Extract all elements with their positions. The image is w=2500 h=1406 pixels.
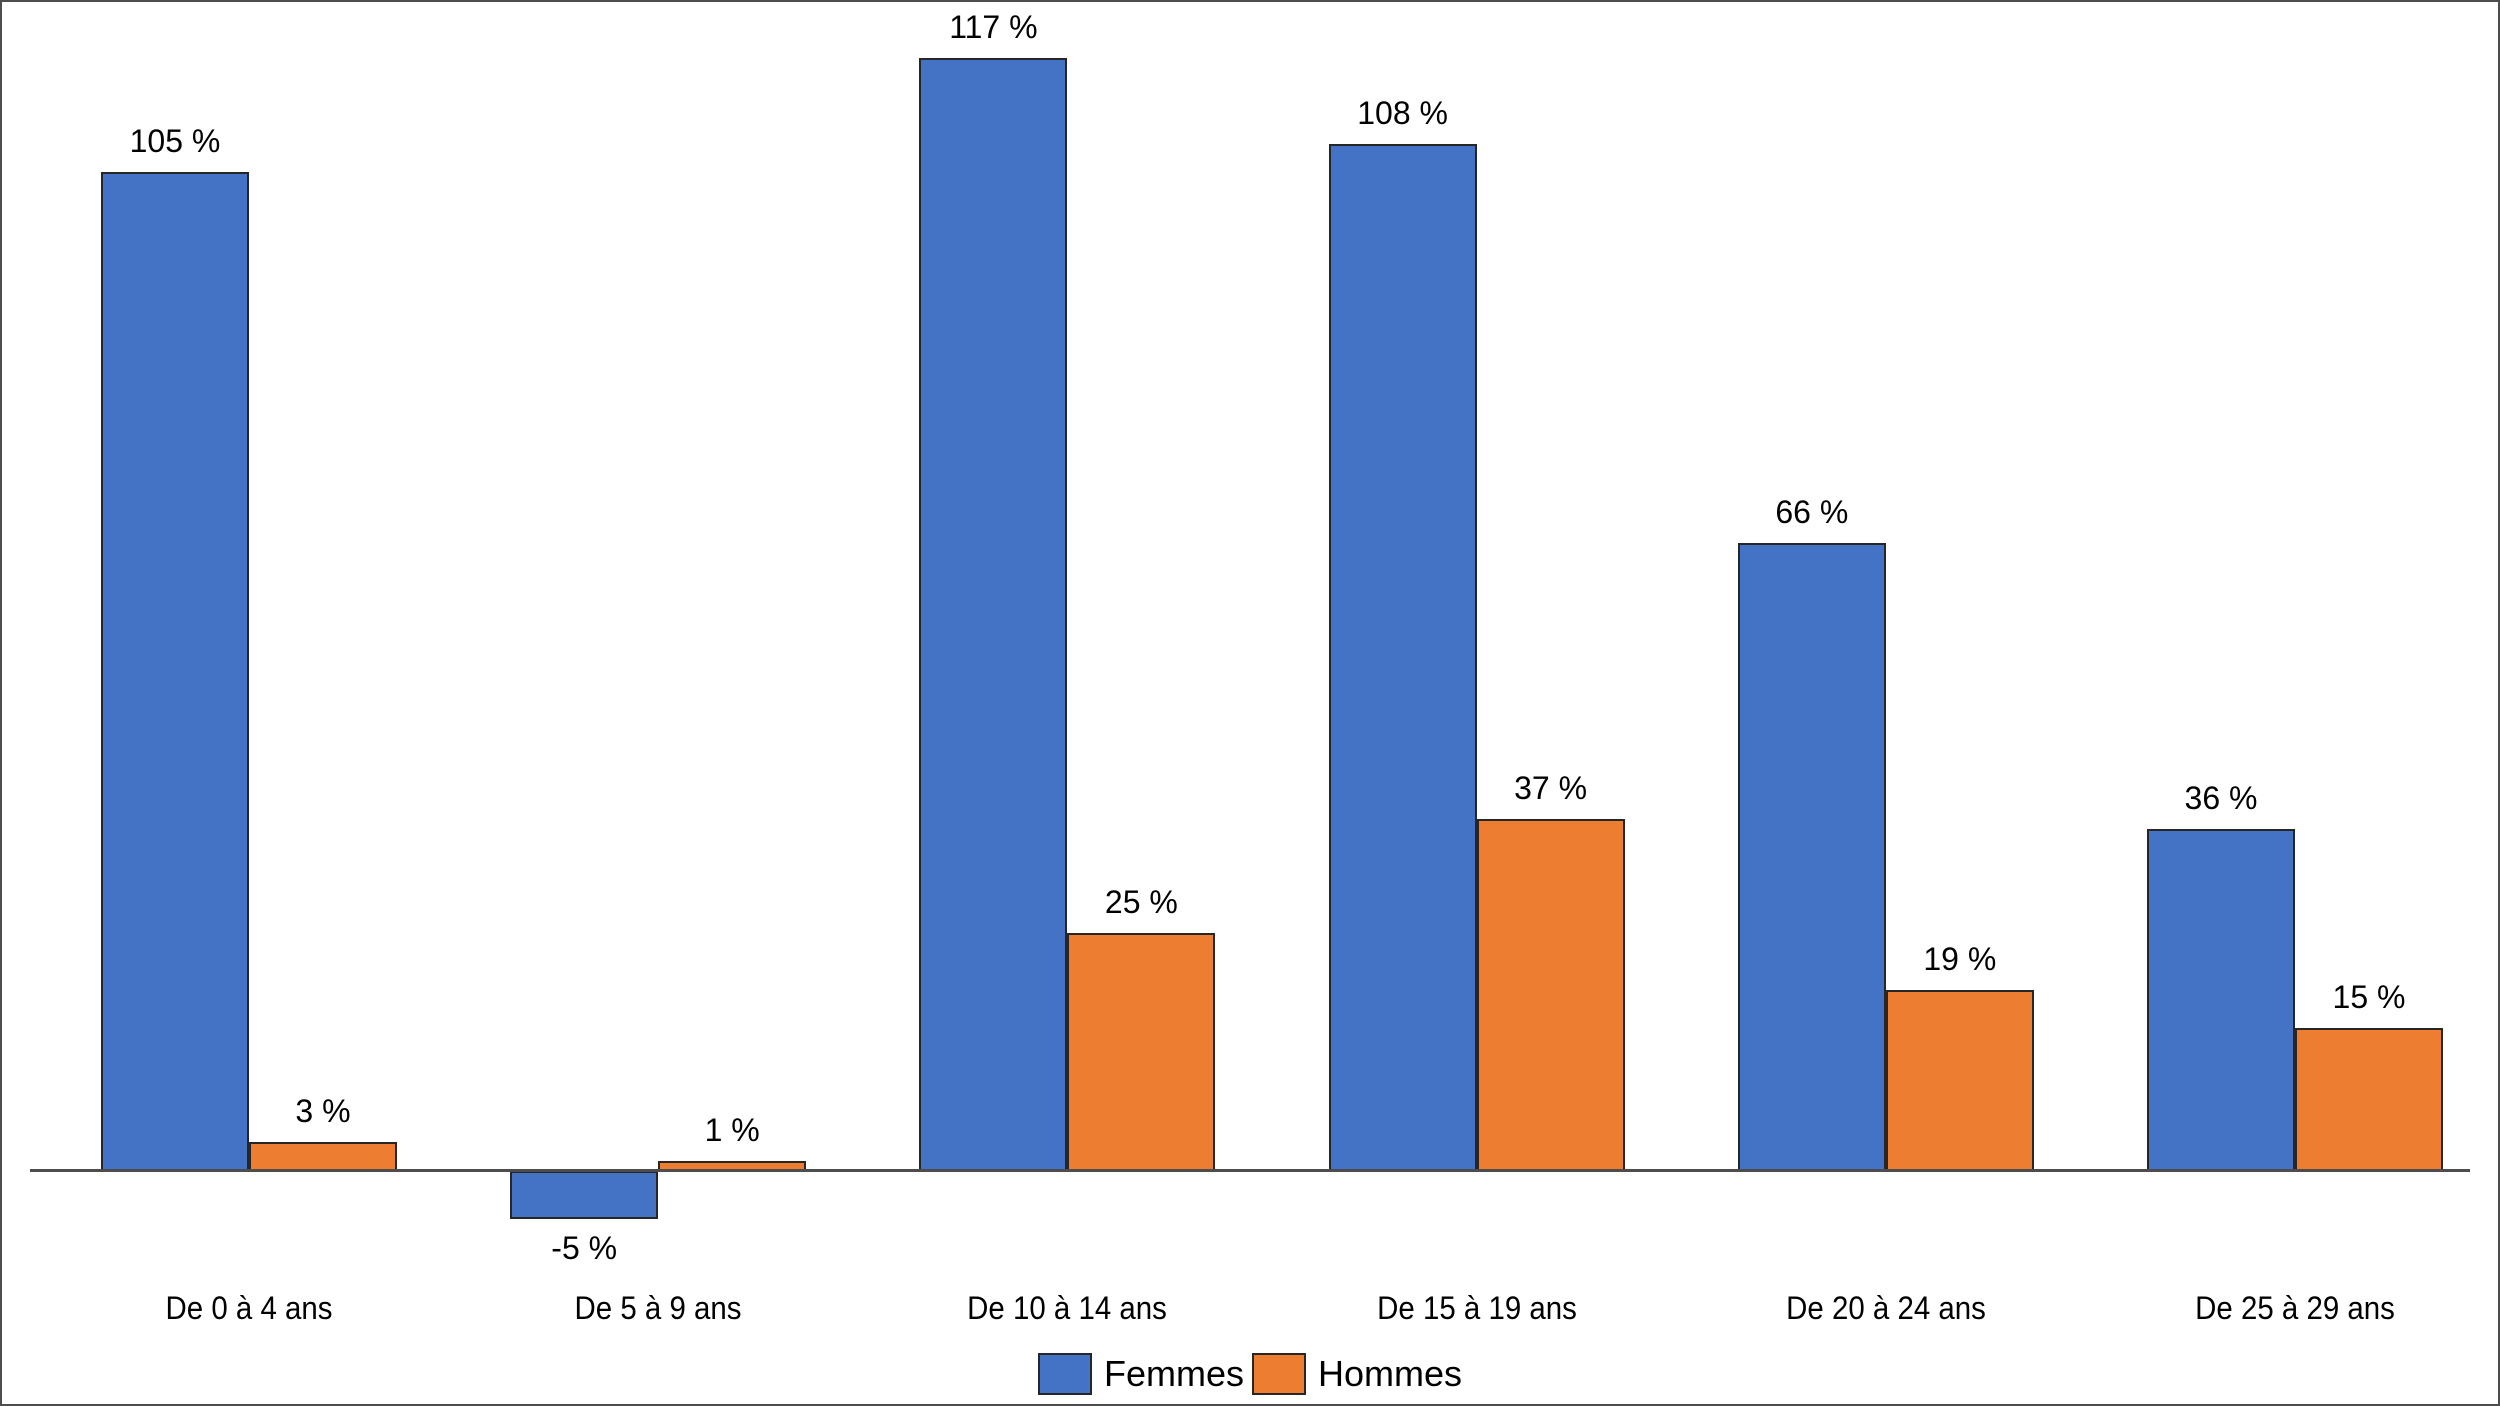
- data-label-hommes-0: 3 %: [295, 1093, 351, 1130]
- category-label-1: De 5 à 9 ans: [574, 1290, 742, 1326]
- bar-femmes-2: [919, 58, 1068, 1171]
- data-label-hommes-1: 1 %: [704, 1112, 760, 1149]
- femmes-swatch-icon: [1037, 1353, 1092, 1395]
- bar-hommes-2: [1067, 933, 1216, 1171]
- bar-hommes-3: [1476, 819, 1625, 1171]
- data-label-femmes-2: 117 %: [949, 9, 1038, 46]
- legend-label-femmes: Femmes: [1103, 1353, 1244, 1394]
- category-label-5: De 25 à 29 ans: [2195, 1290, 2395, 1326]
- legend: Femmes Hommes: [2, 1350, 2498, 1398]
- bar-femmes-4: [1737, 543, 1886, 1171]
- bar-hommes-5: [2295, 1028, 2443, 1171]
- bar-hommes-0: [249, 1142, 397, 1171]
- data-label-hommes-4: 19 %: [1923, 941, 1997, 978]
- legend-label-hommes: Hommes: [1317, 1353, 1463, 1394]
- data-label-femmes-3: 108 %: [1357, 94, 1448, 131]
- bar-femmes-5: [2147, 828, 2295, 1171]
- category-label-3: De 15 à 19 ans: [1376, 1290, 1577, 1326]
- x-axis-line: [30, 1169, 2470, 1172]
- bar-femmes-1: [510, 1171, 659, 1219]
- bar-hommes-4: [1885, 990, 2034, 1171]
- category-label-4: De 20 à 24 ans: [1785, 1290, 1986, 1326]
- data-label-hommes-3: 37 %: [1514, 770, 1588, 807]
- data-label-hommes-2: 25 %: [1104, 884, 1178, 921]
- category-label-2: De 10 à 14 ans: [967, 1290, 1168, 1326]
- data-label-femmes-1: -5 %: [551, 1229, 618, 1266]
- legend-item-femmes: Femmes: [1037, 1350, 1244, 1398]
- bar-femmes-3: [1328, 143, 1477, 1171]
- data-label-hommes-5: 15 %: [2332, 979, 2406, 1016]
- hommes-swatch-icon: [1251, 1353, 1306, 1395]
- category-label-0: De 0 à 4 ans: [165, 1290, 333, 1326]
- data-label-femmes-5: 36 %: [2184, 779, 2258, 816]
- data-label-femmes-0: 105 %: [129, 123, 221, 160]
- bar-femmes-0: [101, 172, 249, 1171]
- data-label-femmes-4: 66 %: [1775, 494, 1849, 531]
- legend-item-hommes: Hommes: [1251, 1350, 1463, 1398]
